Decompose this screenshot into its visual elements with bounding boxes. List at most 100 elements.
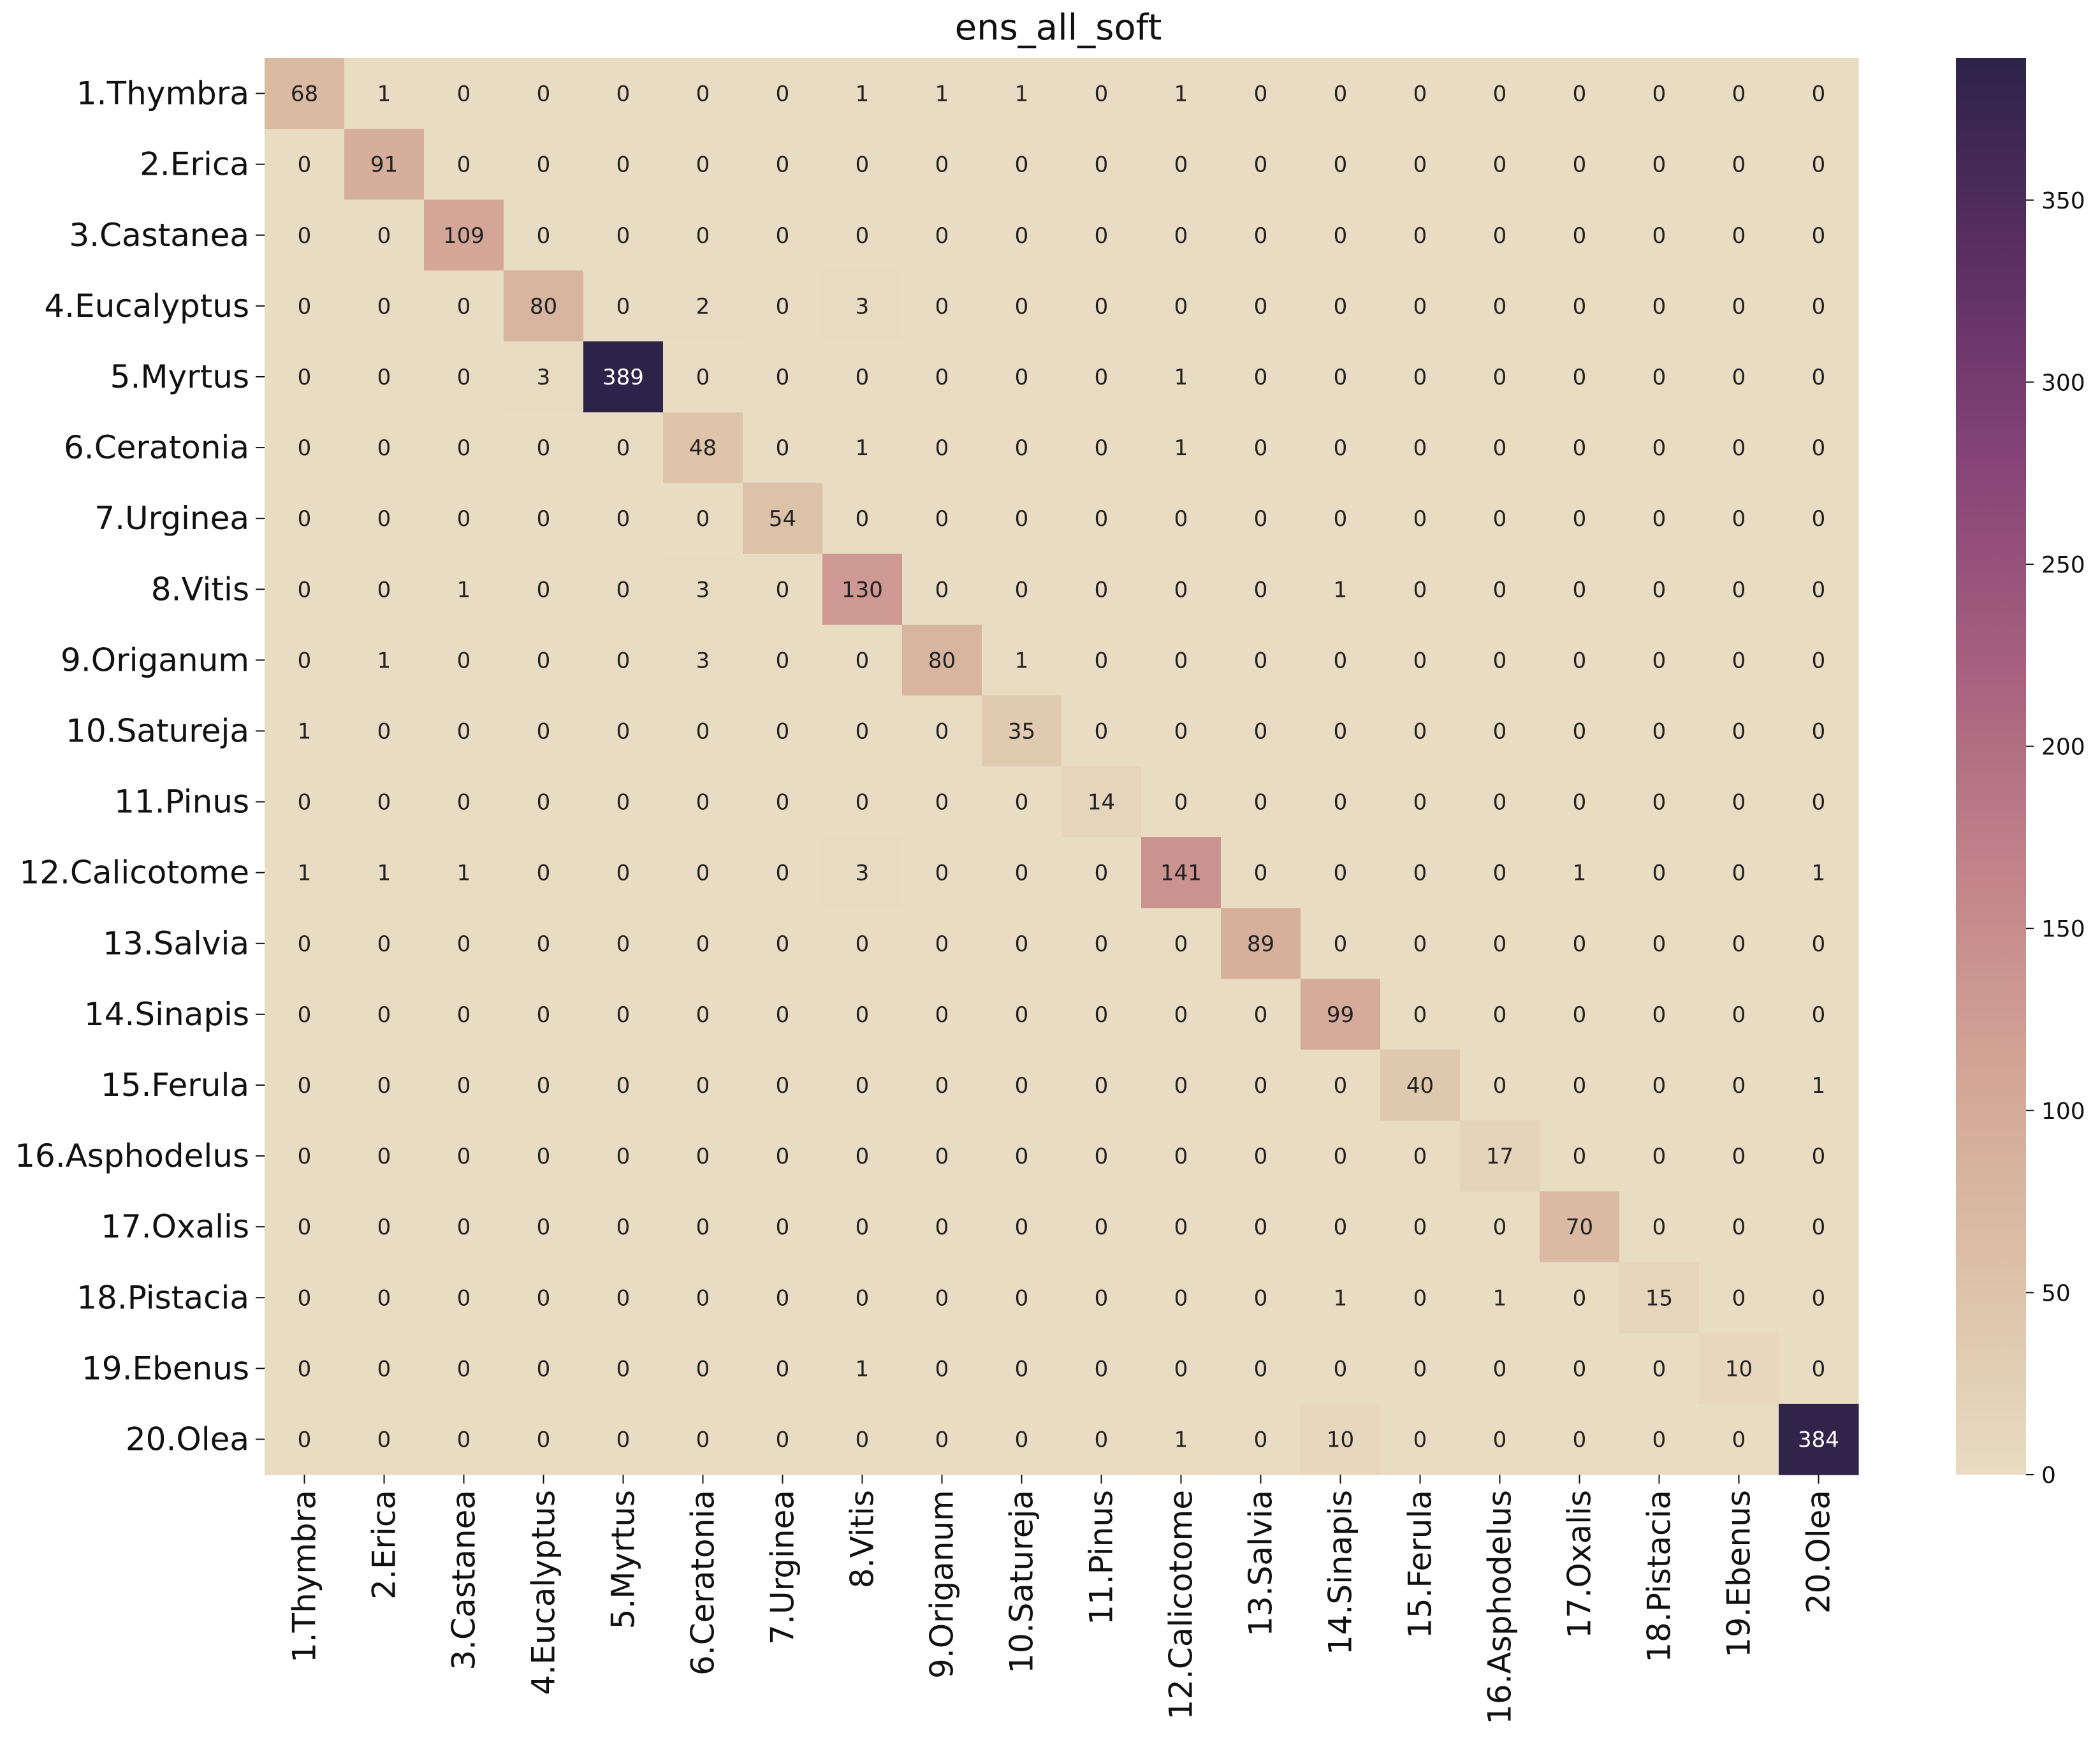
cell-value-label: 0 <box>1413 1002 1427 1028</box>
heatmap-cell <box>902 1120 982 1192</box>
heatmap-cell <box>344 270 425 342</box>
cell-value-label: 0 <box>1254 1427 1268 1452</box>
cell-value-label: 0 <box>1812 294 1826 319</box>
heatmap-cell <box>504 553 584 625</box>
cell-value-label: 0 <box>1015 577 1029 602</box>
heatmap-cell <box>583 979 664 1050</box>
heatmap-cell <box>1619 1120 1700 1192</box>
cell-value-label: 0 <box>298 931 312 957</box>
heatmap-cell <box>1699 1333 1779 1405</box>
heatmap-cell <box>982 1333 1062 1405</box>
cell-value-label: 0 <box>935 1073 949 1099</box>
cell-value-label: 0 <box>776 1073 790 1099</box>
heatmap-cell <box>902 695 982 767</box>
colorbar-tick-label: 50 <box>2041 1280 2071 1306</box>
heatmap-cell <box>1301 1333 1381 1405</box>
heatmap-cell <box>1779 766 1859 838</box>
heatmap-cell <box>265 979 345 1050</box>
cell-value-label: 0 <box>1334 790 1348 815</box>
cell-value-label: 0 <box>1732 1285 1746 1311</box>
cell-value-label: 0 <box>1015 1073 1029 1099</box>
heatmap-cell <box>1619 200 1700 271</box>
cell-value-label: 0 <box>537 577 551 602</box>
heatmap-cell <box>822 766 903 838</box>
cell-value-label: 1 <box>935 82 949 107</box>
colorbar: 0 50 100 150 200 250 300 350 <box>1956 58 2085 1489</box>
cell-value-label: 1 <box>1174 435 1188 461</box>
x-tick-label: 4.Eucalyptus <box>525 1490 562 1695</box>
cell-value-label: 0 <box>1254 294 1268 319</box>
cell-value-label: 0 <box>298 365 312 390</box>
cell-value-label: 0 <box>1652 790 1666 815</box>
cell-value-label: 0 <box>776 577 790 602</box>
heatmap-cell <box>743 1120 823 1192</box>
heatmap-cell <box>1540 200 1620 271</box>
cell-value-label: 0 <box>377 1356 391 1382</box>
heatmap-cell <box>822 695 903 767</box>
heatmap-cell <box>1779 837 1859 909</box>
cell-value-label: 0 <box>1413 577 1427 602</box>
cell-value-label: 0 <box>616 1073 631 1099</box>
cell-value-label: 0 <box>1015 861 1029 886</box>
cell-value-label: 0 <box>377 1073 391 1099</box>
heatmap-cell <box>822 553 903 625</box>
heatmap-cell <box>822 1403 903 1475</box>
heatmap-cell <box>1141 837 1221 909</box>
cell-value-label: 0 <box>856 790 870 815</box>
y-tick-label: 6.Ceratonia <box>64 429 249 466</box>
cell-value-label: 0 <box>1413 1356 1427 1382</box>
colorbar-tick-label: 150 <box>2041 916 2085 942</box>
heatmap-cell <box>982 1191 1062 1263</box>
cell-value-label: 0 <box>1812 1285 1826 1311</box>
cell-value-label: 0 <box>457 1073 471 1099</box>
heatmap-cell <box>982 908 1062 979</box>
x-tick-label: 12.Calicotome <box>1163 1490 1200 1720</box>
cell-value-label: 0 <box>935 506 949 532</box>
cell-value-label: 0 <box>457 1285 471 1311</box>
heatmap-cell <box>424 1120 504 1192</box>
heatmap-cell <box>1061 412 1142 484</box>
heatmap-cell <box>1221 979 1301 1050</box>
cell-value-label: 0 <box>696 152 710 178</box>
heatmap-cell <box>265 341 345 413</box>
cell-value-label: 0 <box>457 719 471 744</box>
heatmap-cell <box>1061 695 1142 767</box>
heatmap-cell <box>902 483 982 555</box>
cell-value-label: 0 <box>537 931 551 957</box>
cell-value-label: 0 <box>776 1215 790 1240</box>
cell-value-label: 10 <box>1725 1356 1753 1382</box>
cell-value-label: 1 <box>377 82 391 107</box>
cell-value-label: 0 <box>1493 719 1507 744</box>
cell-value-label: 0 <box>1334 1356 1348 1382</box>
cell-value-label: 0 <box>1493 294 1507 319</box>
cell-value-label: 0 <box>856 1073 870 1099</box>
y-tick-label: 11.Pinus <box>114 784 249 821</box>
y-tick-label: 1.Thymbra <box>77 75 249 112</box>
heatmap-cell <box>583 270 664 342</box>
cell-value-label: 0 <box>935 1215 949 1240</box>
y-axis-ticks: 1.Thymbra 2.Erica 3.Castanea 4.Eucalyptus 5.… <box>15 75 265 1457</box>
cell-value-label: 0 <box>776 861 790 886</box>
heatmap-cell <box>1380 908 1461 979</box>
heatmap-cell <box>1061 1049 1142 1121</box>
cell-value-label: 0 <box>1573 648 1587 673</box>
heatmap-cell <box>1141 412 1221 484</box>
cell-value-label: 0 <box>457 1356 471 1382</box>
cell-value-label: 0 <box>935 1356 949 1382</box>
cell-value-label: 3 <box>696 577 710 602</box>
heatmap-cell <box>1061 979 1142 1050</box>
heatmap-cell <box>743 483 823 555</box>
cell-value-label: 0 <box>1413 719 1427 744</box>
heatmap-cell <box>1699 979 1779 1050</box>
heatmap-cell <box>822 837 903 909</box>
heatmap-cell <box>1779 553 1859 625</box>
cell-value-label: 0 <box>1334 931 1348 957</box>
heatmap-cell <box>743 1262 823 1334</box>
cell-value-label: 0 <box>616 1002 631 1028</box>
cell-value-label: 0 <box>1652 577 1666 602</box>
heatmap-cell <box>663 412 743 484</box>
cell-value-label: 0 <box>377 719 391 744</box>
y-tick-label: 16.Asphodelus <box>15 1137 249 1174</box>
cell-value-label: 14 <box>1088 790 1115 815</box>
heatmap-cell <box>424 695 504 767</box>
